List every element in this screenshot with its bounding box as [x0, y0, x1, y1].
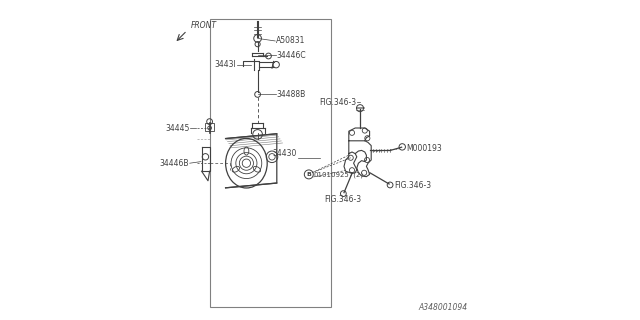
Text: 34488B: 34488B [277, 90, 306, 99]
Text: FIG.346-3: FIG.346-3 [324, 195, 361, 204]
Text: A348001094: A348001094 [418, 303, 467, 312]
Bar [205, 123, 214, 131]
Bar [210, 19, 332, 307]
Text: 34446B: 34446B [159, 159, 189, 168]
Text: FIG.346-3: FIG.346-3 [394, 181, 431, 190]
Text: M000193: M000193 [406, 144, 442, 153]
Text: FRONT: FRONT [191, 21, 216, 30]
Text: 3443I: 3443I [214, 60, 236, 69]
Text: 010109257(2): 010109257(2) [314, 171, 364, 178]
Text: 34446C: 34446C [277, 51, 307, 60]
Text: FIG.346-3: FIG.346-3 [319, 98, 356, 107]
Text: 34445: 34445 [165, 124, 189, 132]
Text: A50831: A50831 [276, 36, 305, 45]
Text: B: B [307, 172, 311, 177]
Text: 34430: 34430 [273, 149, 297, 158]
